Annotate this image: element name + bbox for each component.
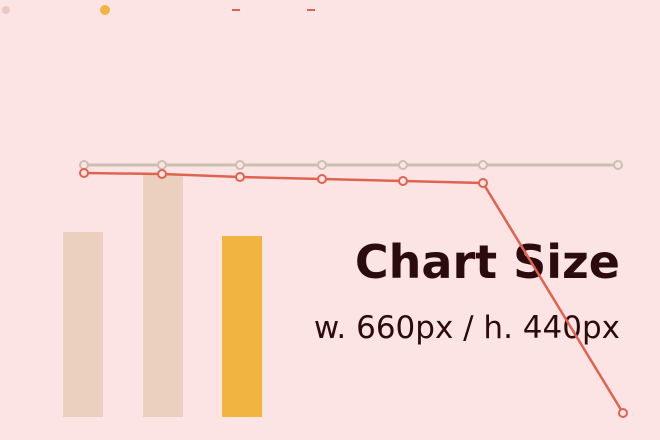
point [618, 408, 628, 418]
point [79, 168, 89, 178]
point [398, 176, 408, 186]
bar [63, 232, 103, 417]
bar [143, 175, 183, 417]
point [157, 160, 167, 170]
bar [222, 236, 262, 417]
point [317, 160, 327, 170]
title: Chart Size [355, 235, 620, 289]
point [478, 178, 488, 188]
point [157, 169, 167, 179]
point [613, 160, 623, 170]
point [317, 174, 327, 184]
gray-line [79, 160, 623, 170]
legend-dot [100, 5, 110, 15]
point [478, 160, 488, 170]
point [235, 172, 245, 182]
point [235, 160, 245, 170]
point [79, 160, 89, 170]
red-line [79, 168, 628, 418]
point [398, 160, 408, 170]
legend-dot [2, 6, 10, 14]
subtitle: w. 660px / h. 440px [314, 310, 620, 346]
